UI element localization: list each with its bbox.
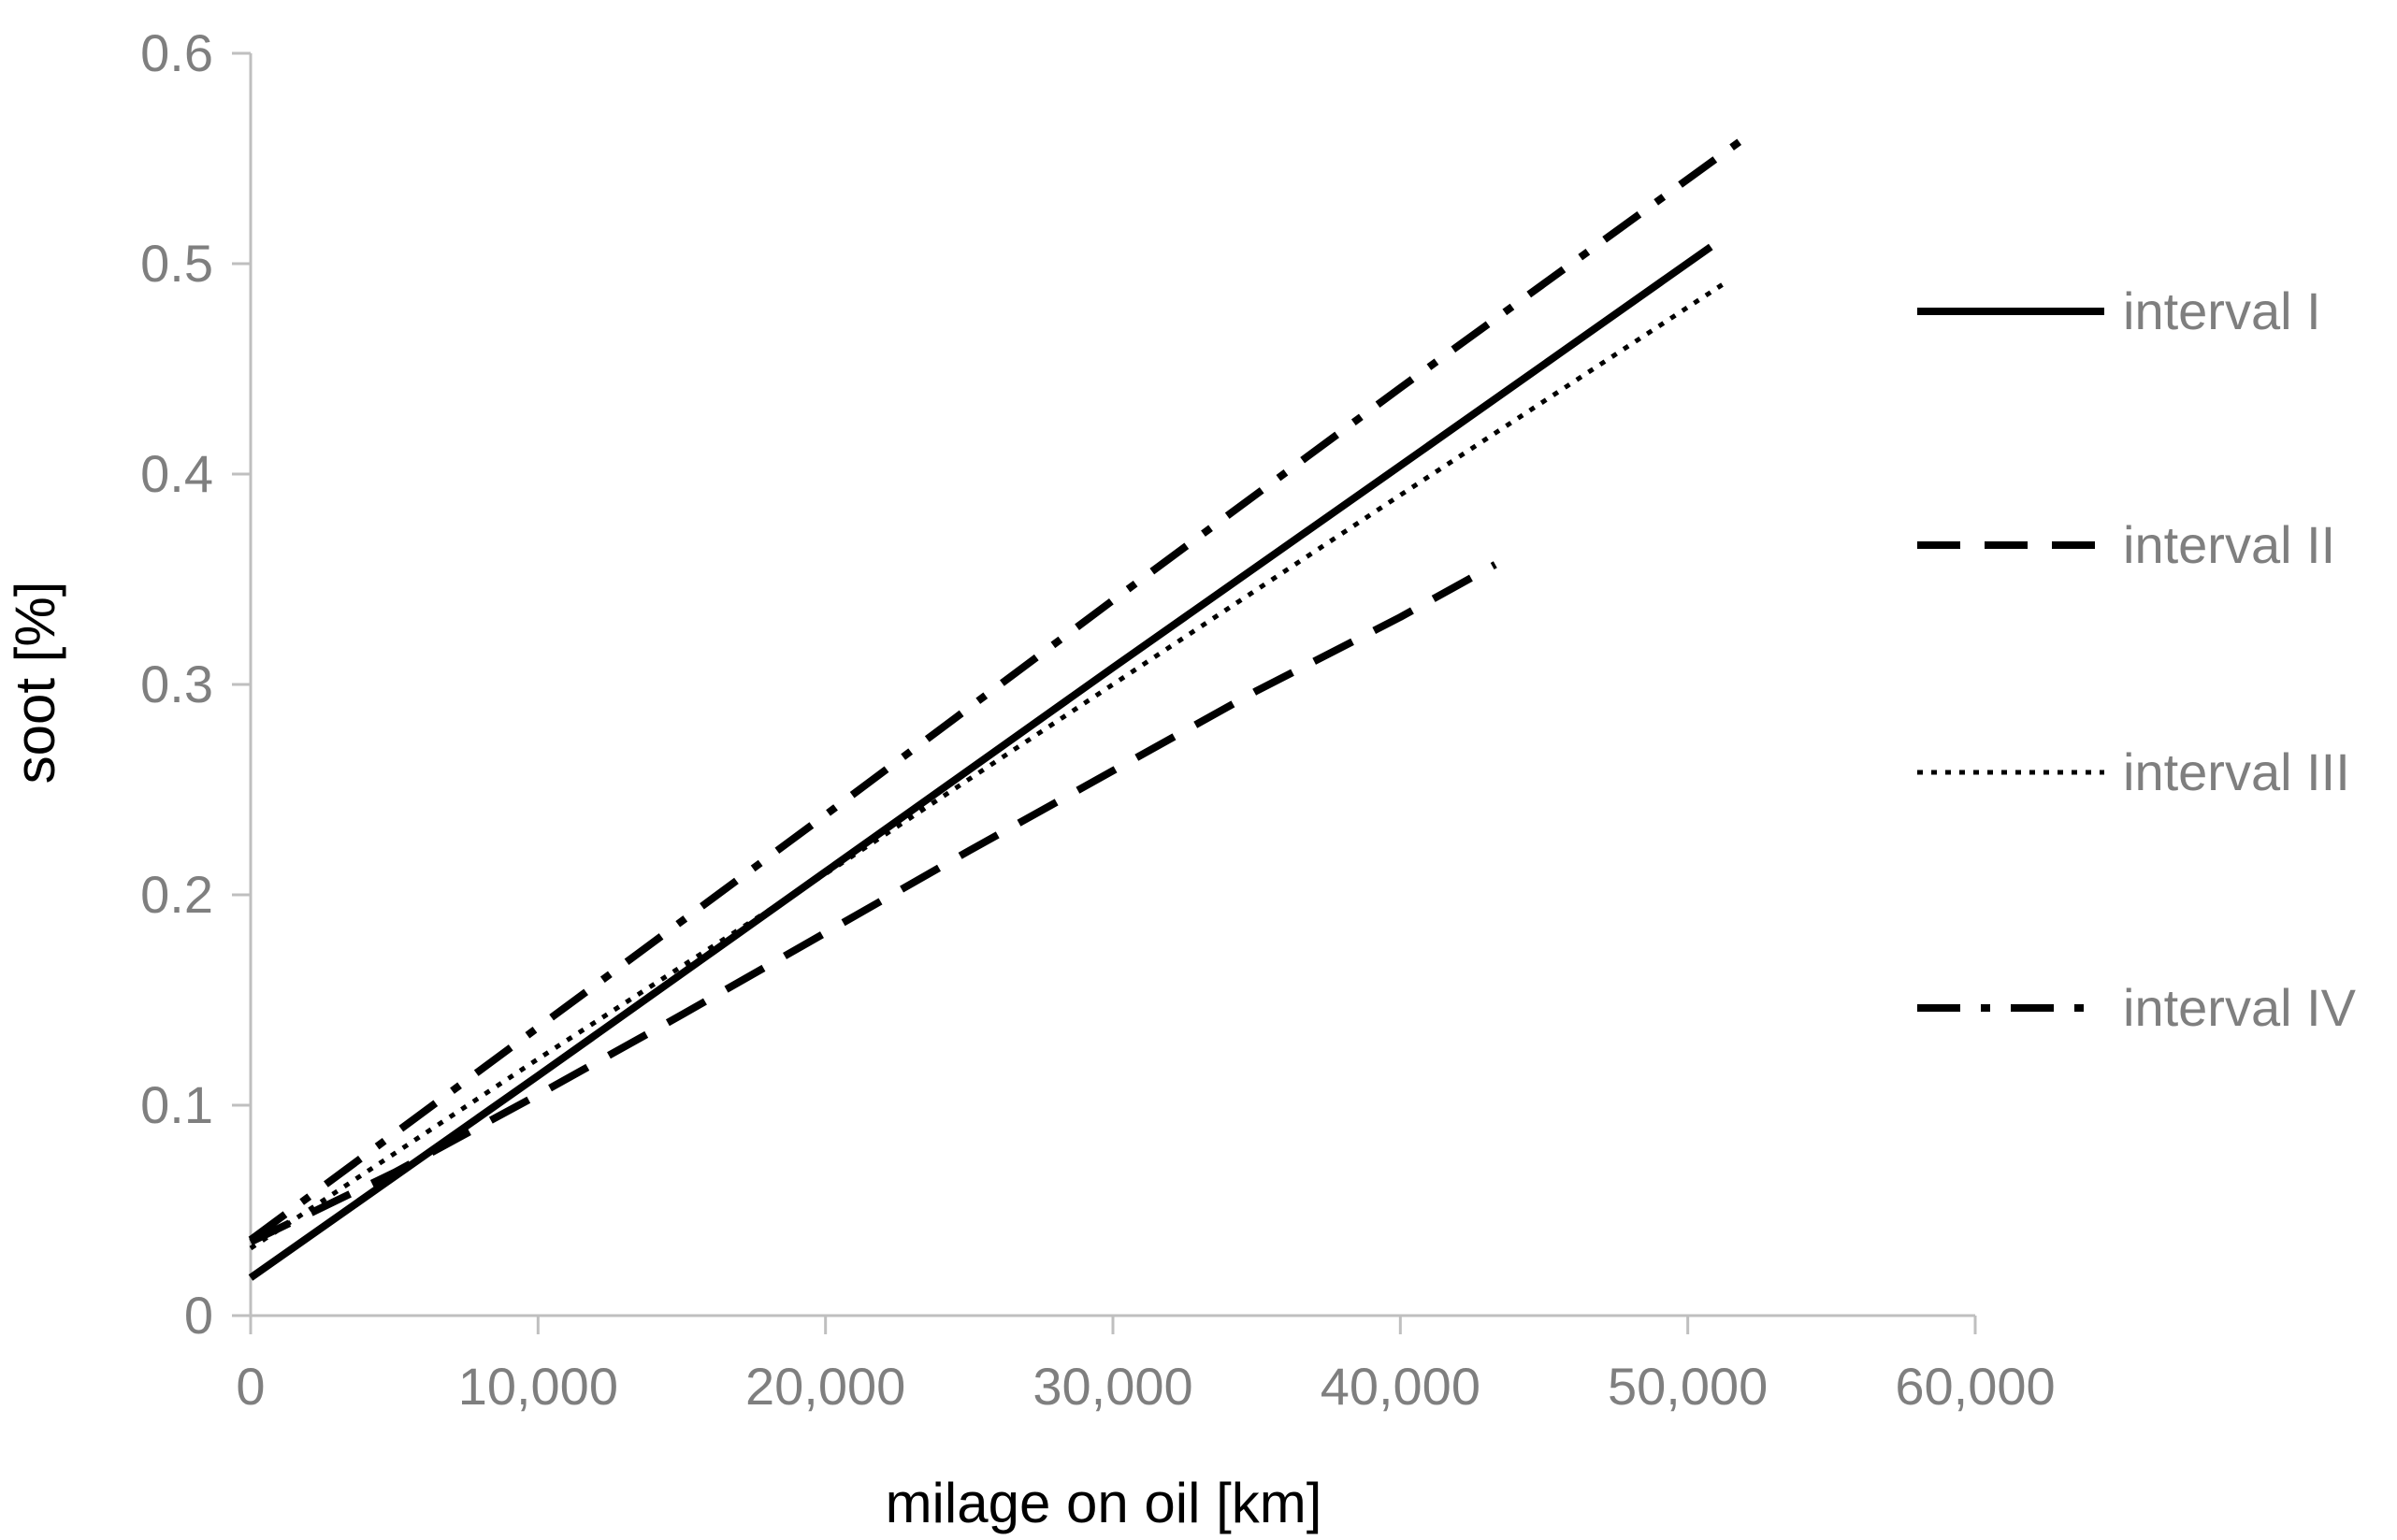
legend-label: interval III — [2123, 742, 2350, 801]
legend-label: interval I — [2123, 281, 2321, 340]
legend-label: interval IV — [2123, 978, 2357, 1037]
plot-series — [248, 138, 1742, 1281]
series-line-interval-iii — [249, 282, 1724, 1251]
axes: 0 0.1 0.2 0.3 0.4 0.5 0.6 0 10,000 20,000 30,000 40… — [140, 23, 2056, 1416]
y-tick-label: 0.5 — [140, 234, 213, 293]
y-tick-label: 0.6 — [140, 23, 213, 82]
y-tick-label: 0.1 — [140, 1075, 213, 1134]
x-tick-label: 30,000 — [1032, 1357, 1192, 1416]
legend-label: interval II — [2123, 515, 2335, 574]
x-axis-title: milage on oil [km] — [886, 1472, 1322, 1534]
x-tick-label: 50,000 — [1608, 1357, 1768, 1416]
series-line-interval-i — [248, 243, 1713, 1281]
legend: interval I interval II interval III interva… — [1917, 281, 2357, 1037]
series-line-interval-ii — [249, 561, 1497, 1245]
x-tick-label: 10,000 — [458, 1357, 618, 1416]
y-axis-title: soot [%] — [4, 582, 66, 784]
x-tick-label: 40,000 — [1321, 1357, 1480, 1416]
y-tick-label: 0.3 — [140, 655, 213, 713]
x-tick-label: 0 — [236, 1357, 265, 1416]
series-line-interval-iv — [248, 138, 1742, 1244]
x-tick-label: 20,000 — [745, 1357, 905, 1416]
y-tick-label: 0.4 — [140, 444, 213, 503]
y-tick-label: 0 — [184, 1286, 213, 1345]
y-tick-label: 0.2 — [140, 865, 213, 924]
x-tick-label: 60,000 — [1895, 1357, 2055, 1416]
